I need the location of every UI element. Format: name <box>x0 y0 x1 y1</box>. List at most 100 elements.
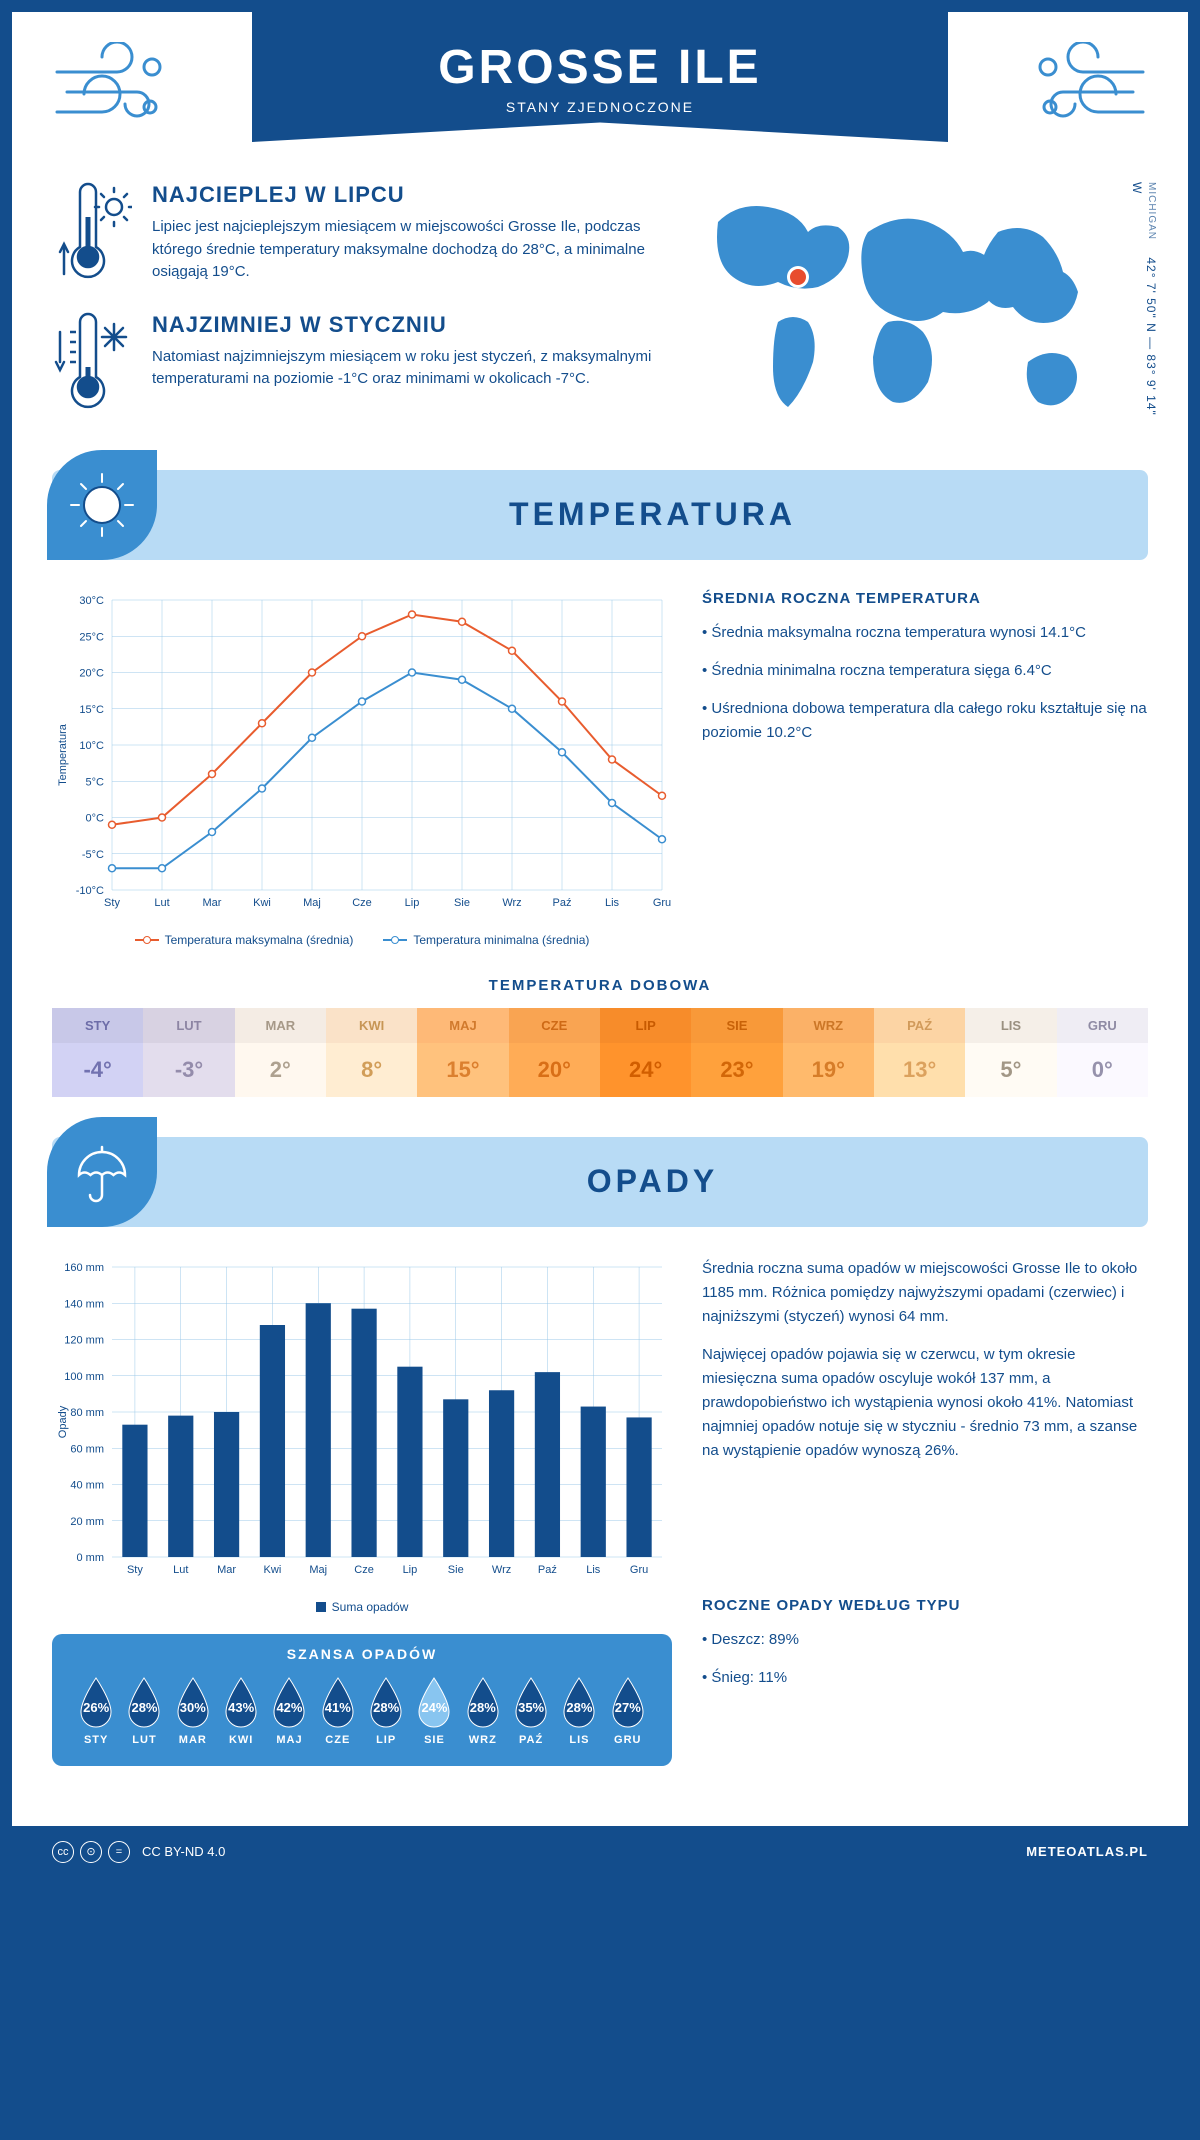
drop-item: 26% STY <box>72 1676 120 1746</box>
svg-text:5°C: 5°C <box>86 776 105 788</box>
cc-icons: cc ⊙ = <box>52 1841 130 1863</box>
svg-text:Gru: Gru <box>630 1564 648 1576</box>
drop-month: GRU <box>604 1734 652 1746</box>
svg-text:Paź: Paź <box>553 897 572 909</box>
svg-text:0 mm: 0 mm <box>77 1552 105 1564</box>
svg-text:20 mm: 20 mm <box>70 1515 104 1527</box>
precip-row: 0 mm20 mm40 mm60 mm80 mm100 mm120 mm140 … <box>52 1257 1148 1766</box>
cold-heading: NAJZIMNIEJ W STYCZNIU <box>152 312 658 338</box>
precip-banner: OPADY <box>52 1137 1148 1227</box>
drop-item: 35% PAŹ <box>507 1676 555 1746</box>
temperature-banner: TEMPERATURA <box>52 470 1148 560</box>
svg-text:Kwi: Kwi <box>264 1564 282 1576</box>
daily-temp: 23° <box>691 1043 782 1097</box>
intro-right: MICHIGAN 42° 7' 50" N — 83° 9' 14" W <box>688 182 1148 440</box>
cold-body: Natomiast najzimniejszym miesiącem w rok… <box>152 346 658 391</box>
svg-text:-5°C: -5°C <box>82 848 104 860</box>
daily-month: GRU <box>1057 1008 1148 1043</box>
drop-pct: 35% <box>510 1700 552 1715</box>
svg-text:Lis: Lis <box>605 897 620 909</box>
drop-month: CZE <box>314 1734 362 1746</box>
svg-text:60 mm: 60 mm <box>70 1443 104 1455</box>
drop-pct: 43% <box>220 1700 262 1715</box>
drop-month: STY <box>72 1734 120 1746</box>
thermometer-hot-icon <box>52 182 132 282</box>
svg-text:Gru: Gru <box>653 897 671 909</box>
temp-bullet-0: • Średnia maksymalna roczna temperatura … <box>702 621 1148 645</box>
drop-item: 42% MAJ <box>265 1676 313 1746</box>
wind-icon-right <box>1028 42 1148 132</box>
drop-pct: 28% <box>365 1700 407 1715</box>
svg-text:-10°C: -10°C <box>76 885 104 897</box>
temperature-line-chart: -10°C-5°C0°C5°C10°C15°C20°C25°C30°CStyLu… <box>52 590 672 920</box>
by-icon: ⊙ <box>80 1841 102 1863</box>
svg-text:Wrz: Wrz <box>492 1564 511 1576</box>
drop-pct: 24% <box>413 1700 455 1715</box>
daily-month: MAR <box>235 1008 326 1043</box>
bytype-1: • Śnieg: 11% <box>702 1666 1148 1690</box>
svg-text:Sty: Sty <box>127 1564 143 1576</box>
daily-temp: 2° <box>235 1043 326 1097</box>
raindrop-icon: 28% <box>462 1676 504 1728</box>
daily-temp: 13° <box>874 1043 965 1097</box>
legend-min: Temperatura minimalna (średnia) <box>413 933 589 947</box>
precip-legend: Suma opadów <box>52 1600 672 1614</box>
drop-pct: 27% <box>607 1700 649 1715</box>
hot-block: NAJCIEPLEJ W LIPCU Lipiec jest najcieple… <box>52 182 658 284</box>
svg-text:Mar: Mar <box>203 897 222 909</box>
svg-text:Temperatura: Temperatura <box>57 723 69 786</box>
svg-text:Mar: Mar <box>217 1564 236 1576</box>
intro-left: NAJCIEPLEJ W LIPCU Lipiec jest najcieple… <box>52 182 658 440</box>
legend-max: Temperatura maksymalna (średnia) <box>165 933 354 947</box>
temperature-side: ŚREDNIA ROCZNA TEMPERATURA • Średnia mak… <box>702 590 1148 947</box>
cold-block: NAJZIMNIEJ W STYCZNIU Natomiast najzimni… <box>52 312 658 412</box>
umbrella-icon <box>47 1117 157 1227</box>
daily-cell: SIE 23° <box>691 1008 782 1097</box>
temperature-title: TEMPERATURA <box>157 496 1148 533</box>
svg-text:Maj: Maj <box>309 1564 327 1576</box>
drop-month: MAR <box>169 1734 217 1746</box>
license-label: CC BY-ND 4.0 <box>142 1844 225 1859</box>
daily-month: KWI <box>326 1008 417 1043</box>
drop-item: 27% GRU <box>604 1676 652 1746</box>
precip-side: Średnia roczna suma opadów w miejscowośc… <box>702 1257 1148 1766</box>
daily-table: STY -4° LUT -3° MAR 2° KWI 8° MAJ 15° CZ… <box>52 1008 1148 1097</box>
daily-cell: WRZ 19° <box>783 1008 874 1097</box>
daily-month: LUT <box>143 1008 234 1043</box>
drop-item: 28% LIS <box>555 1676 603 1746</box>
temp-bullet-1: • Średnia minimalna roczna temperatura s… <box>702 659 1148 683</box>
bytype-0: • Deszcz: 89% <box>702 1628 1148 1652</box>
chance-heading: SZANSA OPADÓW <box>72 1646 652 1662</box>
svg-text:Lis: Lis <box>586 1564 601 1576</box>
drop-pct: 26% <box>75 1700 117 1715</box>
coordinates: MICHIGAN 42° 7' 50" N — 83° 9' 14" W <box>1130 182 1158 432</box>
svg-text:Sie: Sie <box>454 897 470 909</box>
daily-cell: GRU 0° <box>1057 1008 1148 1097</box>
raindrop-icon: 42% <box>268 1676 310 1728</box>
svg-text:Lut: Lut <box>173 1564 188 1576</box>
footer: cc ⊙ = CC BY-ND 4.0 METEOATLAS.PL <box>12 1826 1188 1878</box>
drop-month: LIP <box>362 1734 410 1746</box>
raindrop-icon: 28% <box>365 1676 407 1728</box>
drop-item: 43% KWI <box>217 1676 265 1746</box>
daily-temp: 19° <box>783 1043 874 1097</box>
intro-row: NAJCIEPLEJ W LIPCU Lipiec jest najcieple… <box>52 182 1148 440</box>
daily-month: CZE <box>509 1008 600 1043</box>
daily-month: STY <box>52 1008 143 1043</box>
daily-cell: CZE 20° <box>509 1008 600 1097</box>
temp-bullet-2: • Uśredniona dobowa temperatura dla całe… <box>702 697 1148 745</box>
drop-item: 28% LUT <box>120 1676 168 1746</box>
svg-text:80 mm: 80 mm <box>70 1407 104 1419</box>
drop-pct: 28% <box>123 1700 165 1715</box>
daily-temp: -3° <box>143 1043 234 1097</box>
svg-text:Lut: Lut <box>154 897 169 909</box>
temperature-legend: Temperatura maksymalna (średnia) Tempera… <box>52 933 672 947</box>
drop-item: 28% WRZ <box>459 1676 507 1746</box>
svg-text:30°C: 30°C <box>79 595 104 607</box>
drop-item: 24% SIE <box>410 1676 458 1746</box>
daily-cell: PAŹ 13° <box>874 1008 965 1097</box>
raindrop-icon: 30% <box>172 1676 214 1728</box>
daily-month: LIS <box>965 1008 1056 1043</box>
drops-row: 26% STY 28% LUT 30% MAR 43% KWI <box>72 1676 652 1746</box>
bytype-heading: ROCZNE OPADY WEDŁUG TYPU <box>702 1597 1148 1614</box>
